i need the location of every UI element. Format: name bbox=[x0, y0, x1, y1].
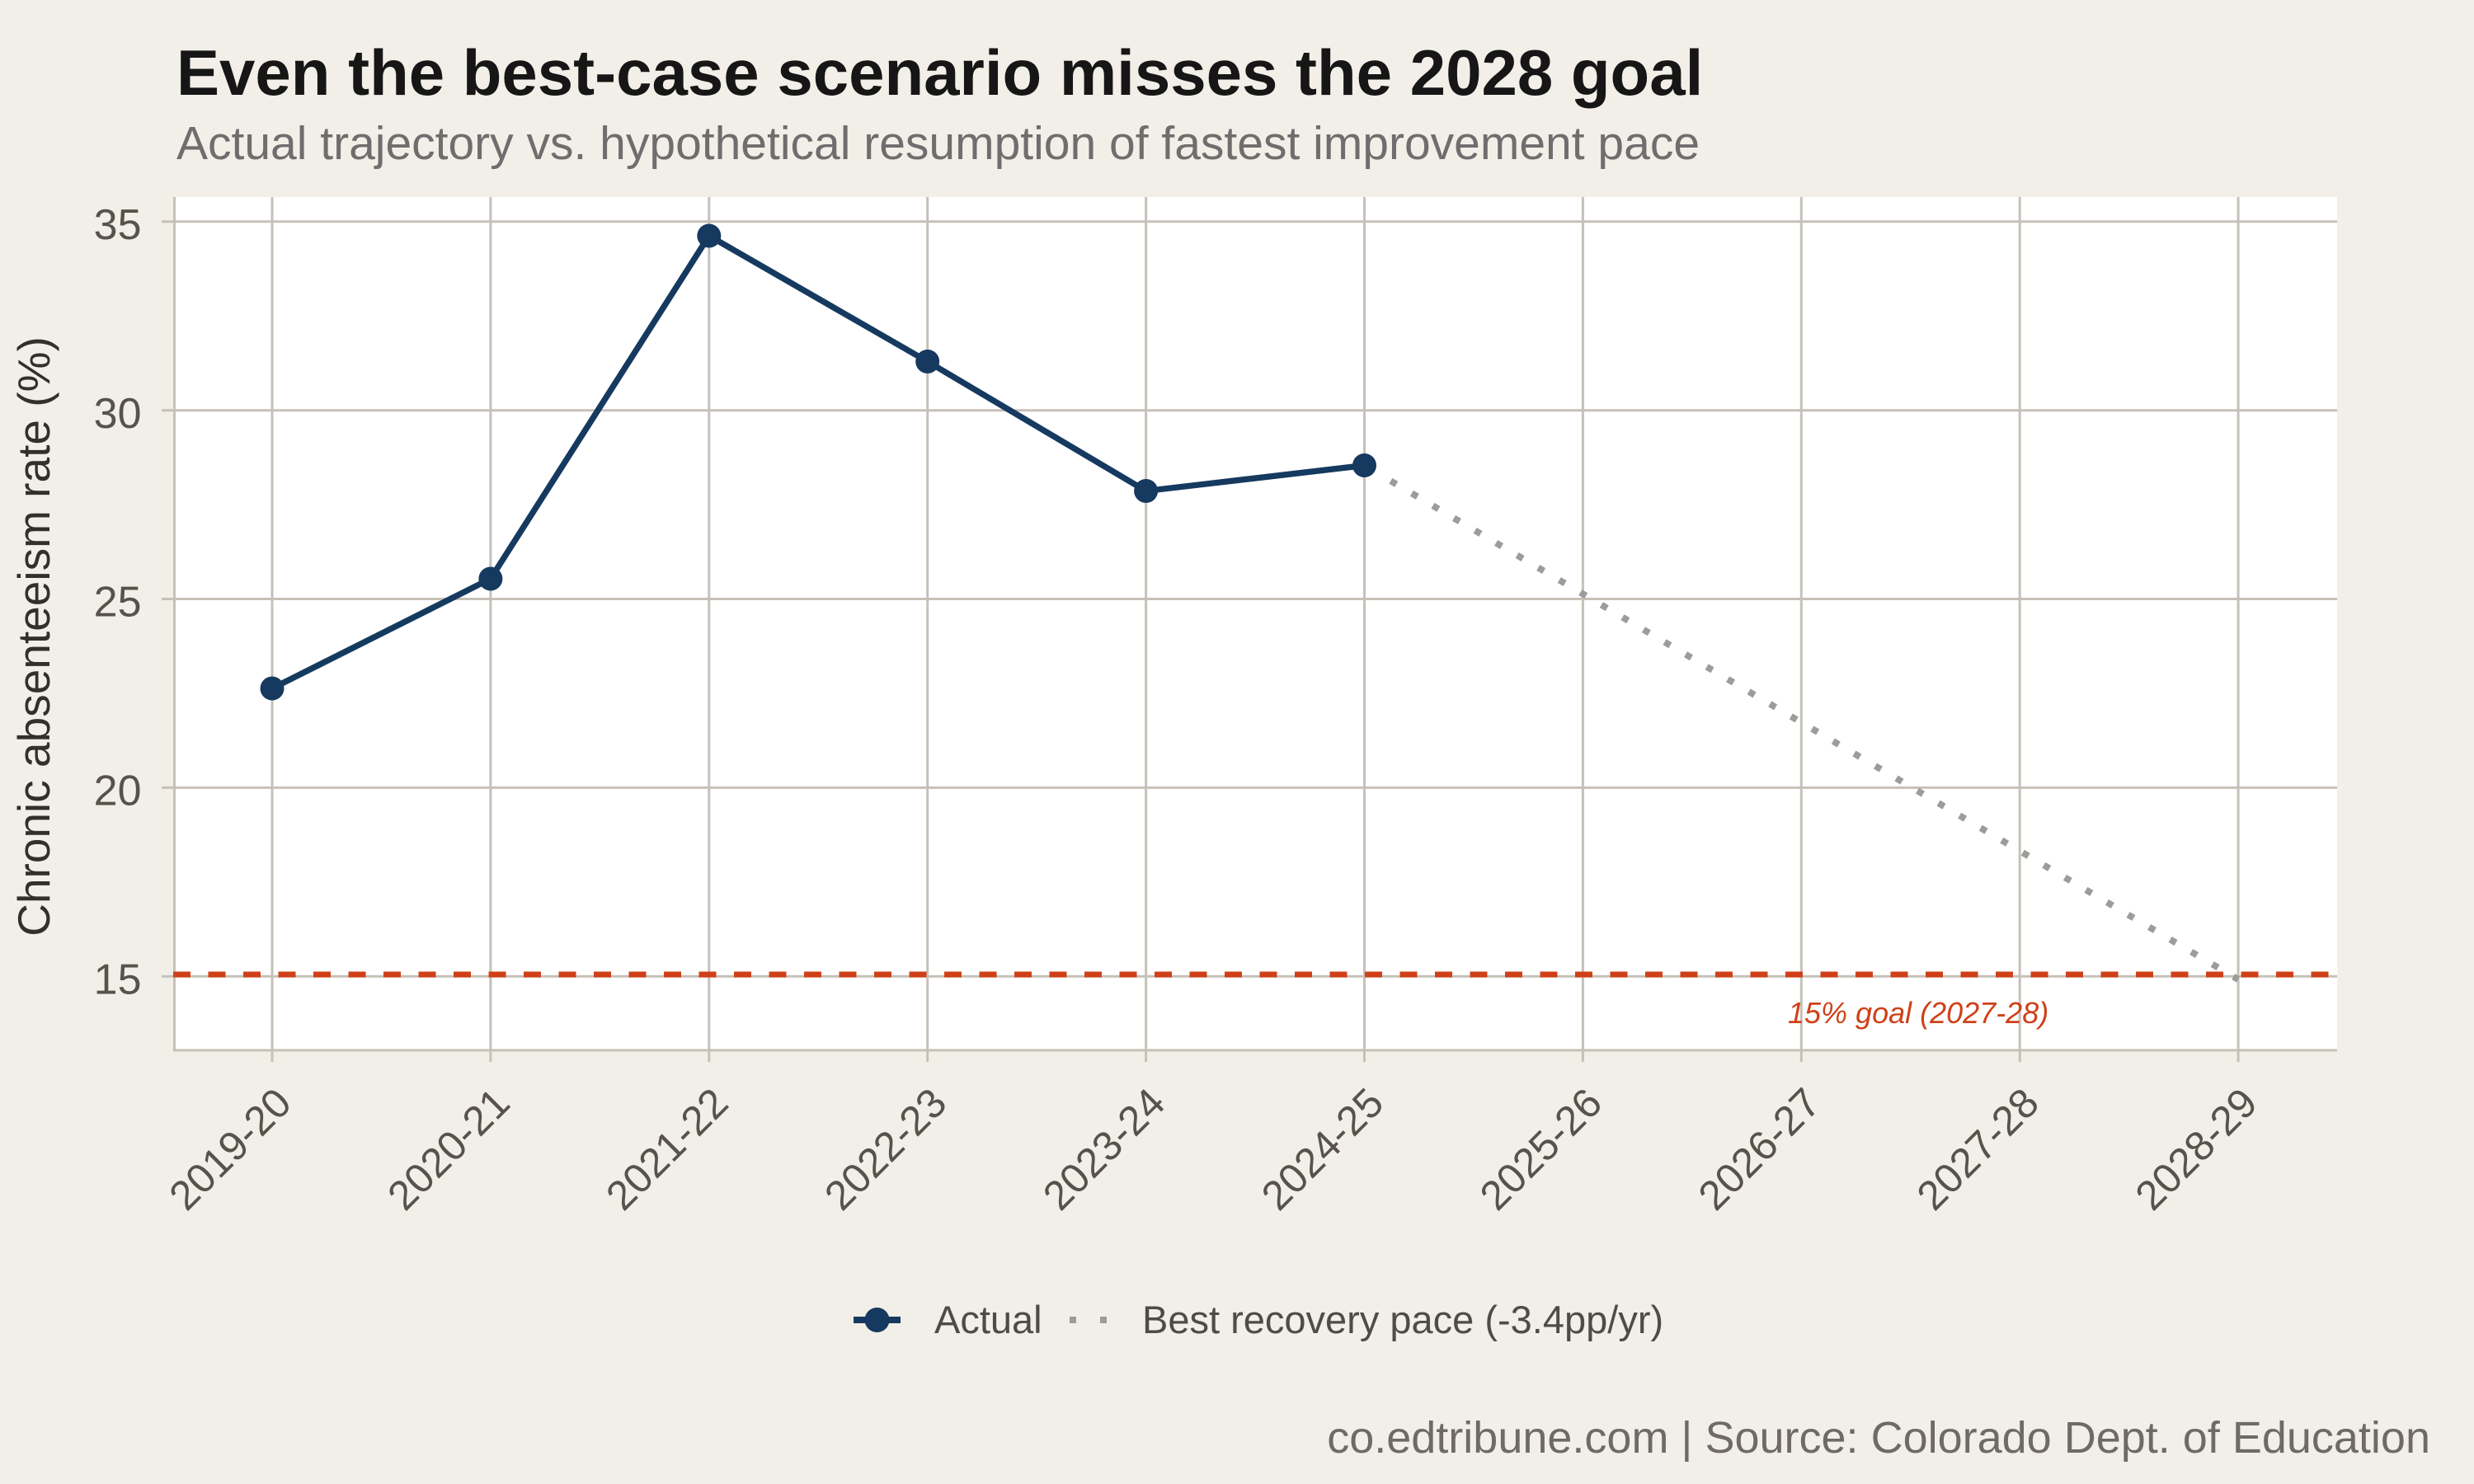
svg-text:Actual: Actual bbox=[934, 1298, 1042, 1341]
svg-text:35: 35 bbox=[94, 201, 142, 249]
svg-text:20: 20 bbox=[94, 768, 142, 815]
svg-text:25: 25 bbox=[94, 579, 142, 627]
svg-text:15% goal (2027-28): 15% goal (2027-28) bbox=[1788, 996, 2048, 1030]
svg-text:15: 15 bbox=[94, 956, 142, 1004]
svg-text:Even the best-case scenario mi: Even the best-case scenario misses the 2… bbox=[176, 36, 1703, 109]
svg-text:Chronic absenteeism rate (%): Chronic absenteeism rate (%) bbox=[8, 336, 59, 937]
svg-text:Actual trajectory vs. hypothet: Actual trajectory vs. hypothetical resum… bbox=[176, 117, 1700, 170]
svg-text:30: 30 bbox=[94, 390, 142, 438]
svg-text:Best recovery pace (-3.4pp/yr): Best recovery pace (-3.4pp/yr) bbox=[1142, 1298, 1663, 1341]
svg-text:co.edtribune.com | Source: Col: co.edtribune.com | Source: Colorado Dept… bbox=[1327, 1413, 2430, 1463]
